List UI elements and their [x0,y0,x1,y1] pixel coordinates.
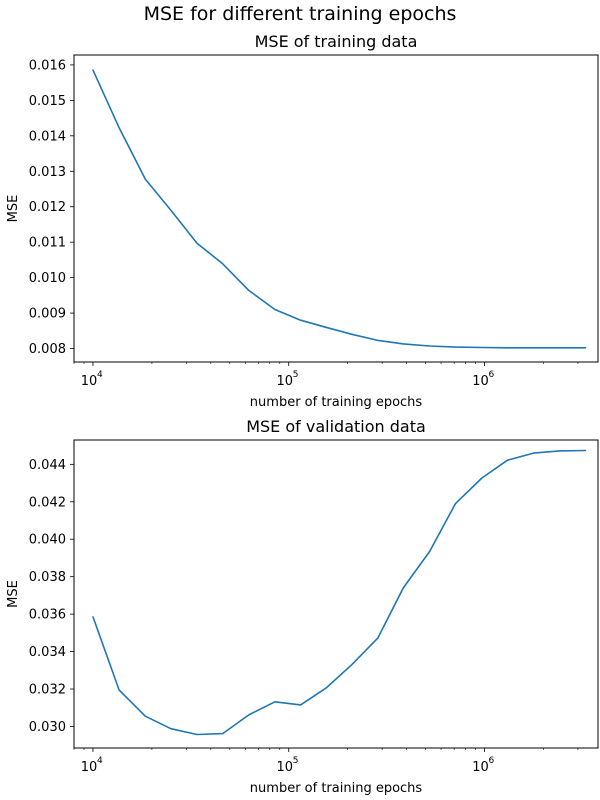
validation-x-tick-exponent: 5 [293,756,299,766]
validation-mse-line [92,449,587,736]
training-chart-title: MSE of training data [255,32,418,51]
validation-x-tick-label: 10 [472,760,489,775]
validation-y-tick-label: 0.042 [29,495,66,510]
validation-y-tick-label: 0.034 [29,645,66,660]
validation-x-tick-exponent: 4 [97,756,103,766]
validation-y-tick-label: 0.040 [29,533,66,548]
training-y-tick-label: 0.012 [29,200,66,215]
training-plot-frame [73,54,599,363]
training-x-tick-label: 10 [472,374,489,389]
validation-y-tick-label: 0.036 [29,608,66,623]
training-y-axis-label: MSE [6,195,21,223]
validation-y-tick-label: 0.032 [29,683,66,698]
training-y-tick-label: 0.009 [29,307,66,322]
training-y-tick-label: 0.015 [29,94,66,109]
validation-x-tick-label: 10 [276,760,293,775]
training-y-tick-label: 0.014 [29,129,66,144]
validation-y-tick-label: 0.038 [29,570,66,585]
training-mse-line [92,69,587,349]
training-y-tick-label: 0.011 [29,236,66,251]
validation-plot-frame [73,439,599,749]
validation-x-tick-label: 10 [81,760,98,775]
training-y-tick-label: 0.010 [29,271,66,286]
validation-x-tick-exponent: 6 [488,756,494,766]
training-y-tick-label: 0.013 [29,165,66,180]
training-y-tick-label: 0.008 [29,342,66,357]
training-x-tick-label: 10 [276,374,293,389]
validation-y-tick-label: 0.030 [29,720,66,735]
figure-suptitle: MSE for different training epochs [144,3,457,25]
training-x-axis-label: number of training epochs [250,395,423,410]
validation-chart-title: MSE of validation data [246,417,426,436]
validation-x-axis-label: number of training epochs [250,781,423,796]
training-x-tick-exponent: 4 [97,370,103,380]
validation-y-axis-label: MSE [6,580,21,608]
training-x-tick-label: 10 [81,374,98,389]
training-y-tick-label: 0.016 [29,58,66,73]
training-x-tick-exponent: 5 [293,370,299,380]
training-x-tick-exponent: 6 [488,370,494,380]
validation-y-tick-label: 0.044 [29,458,66,473]
